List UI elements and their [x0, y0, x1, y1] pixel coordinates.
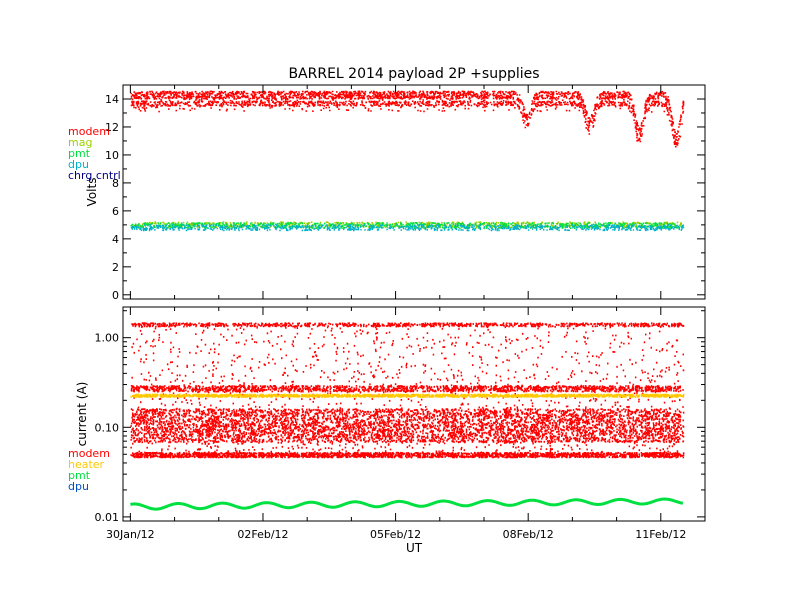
current-plot-frame	[122, 306, 706, 522]
legend-entry-pmt: pmt	[68, 469, 91, 482]
legend-entry-chrg-cntrl: chrg cntrl	[68, 169, 121, 182]
current-series-heater	[130, 393, 685, 398]
y-tick-label: 0	[112, 289, 119, 302]
current-panel: 0.01 0.10 1.00 30Jan/12 02Feb/12 05Feb/12 08Fe…	[68, 306, 706, 555]
voltage-series-modem	[130, 90, 685, 148]
voltage-series-dpu	[130, 224, 684, 232]
y-tick-label: 6	[112, 205, 119, 218]
y-tick-label: 0.01	[95, 511, 120, 524]
voltage-axes: 0 2 4 6 8 10 12 14	[105, 84, 706, 302]
x-tick-label: 30Jan/12	[106, 528, 155, 541]
x-tick-label: 05Feb/12	[370, 528, 421, 541]
y-tick-label: 14	[105, 93, 119, 106]
y-tick-label: 2	[112, 261, 119, 274]
current-series-pmt	[130, 497, 684, 511]
current-data-layer	[130, 322, 685, 511]
chart-title: BARREL 2014 payload 2P +supplies	[288, 66, 539, 82]
y-tick-label: 12	[105, 121, 119, 134]
voltage-y-axis-label: Volts	[85, 178, 99, 207]
y-tick-label: 1.00	[95, 332, 120, 345]
current-y-axis-label: current (A)	[75, 382, 89, 447]
legend-entry-dpu: dpu	[68, 480, 89, 493]
legend-entry-dpu: dpu	[68, 158, 89, 171]
y-tick-label: 4	[112, 233, 119, 246]
voltage-data-layer	[130, 90, 685, 232]
current-axes: 0.01 0.10 1.00 30Jan/12 02Feb/12 05Feb/12 08Fe…	[95, 307, 706, 541]
legend-entry-heater: heater	[68, 458, 105, 471]
voltage-plot-frame	[122, 84, 706, 300]
x-axis-label: UT	[406, 541, 423, 555]
legend-entry-modem: modem	[68, 447, 110, 460]
x-tick-label: 08Feb/12	[503, 528, 554, 541]
legend-entry-mag: mag	[68, 136, 92, 149]
x-tick-label: 11Feb/12	[635, 528, 686, 541]
legend-entry-pmt: pmt	[68, 147, 91, 160]
current-series-modem	[130, 322, 685, 459]
y-tick-label: 0.10	[95, 421, 120, 434]
legend-entry-modem: modem	[68, 125, 110, 138]
x-tick-label: 02Feb/12	[237, 528, 288, 541]
y-tick-label: 10	[105, 149, 119, 162]
y-tick-label: 8	[112, 177, 119, 190]
